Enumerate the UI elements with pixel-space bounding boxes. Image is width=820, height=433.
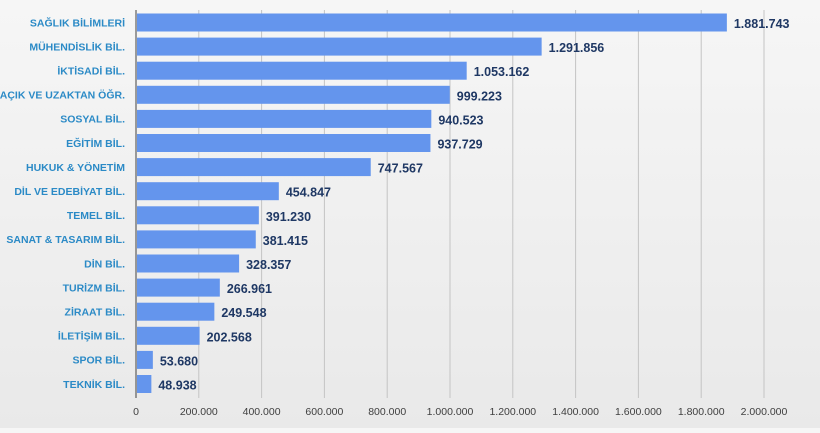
x-tick-label: 1.800.000 [678,406,725,418]
bar [137,134,431,152]
value-label: 48.938 [158,379,196,393]
value-label: 940.523 [438,113,483,127]
value-label: 266.961 [227,282,272,296]
value-label: 937.729 [437,138,482,152]
x-tick-label: 1.000.000 [427,406,474,418]
bar [137,206,259,225]
bar [137,61,467,80]
bar [137,326,200,345]
category-label: EĞİTİM BİL. [66,137,125,150]
category-label: İLETİŞİM BİL. [58,330,125,343]
category-label: İKTİSADİ BİL. [57,65,125,78]
value-labels: 1.881.743 1.291.856 1.053.162 999.223 940.52… [158,17,789,393]
bar [137,278,220,297]
x-tick-label: 1.400.000 [552,406,599,418]
x-tick-labels: 0 200.000 400.000 600.000 800.000 1.000.000 1.… [133,406,787,418]
value-label: 1.291.856 [549,41,605,55]
category-label: SOSYAL BİL. [60,113,125,126]
bar [137,230,256,249]
x-tick-label: 600.000 [305,406,343,418]
category-label: TURİZM BİL. [63,281,125,294]
bars [137,13,727,393]
x-tick-label: 2.000.000 [741,406,788,418]
bar [137,158,371,177]
value-label: 1.053.162 [474,65,530,79]
category-label: SPOR BİL. [72,354,125,367]
bar [137,302,215,321]
category-label: TEMEL BİL. [67,209,125,222]
x-tick-label: 0 [133,406,139,418]
value-label: 202.568 [207,330,252,344]
bar [137,375,152,393]
category-label: AÇIK VE UZAKTAN ÖĞR. [0,89,125,102]
bar [137,37,542,56]
value-label: 53.680 [160,354,198,368]
value-label: 249.548 [221,306,266,320]
category-label: TEKNİK BİL. [63,378,125,391]
value-label: 454.847 [286,186,331,200]
bar [137,254,240,273]
bar [137,109,432,128]
x-tick-label: 400.000 [243,406,281,418]
bar [137,182,279,201]
category-labels: SAĞLIK BİLİMLERİ MÜHENDİSLİK BİL. İKTİSADİ… [0,16,126,391]
bar [137,13,727,32]
x-tick-label: 200.000 [180,406,218,418]
category-label: SANAT & TASARIM BİL. [6,233,125,246]
category-label: DİN BİL. [84,257,125,270]
value-label: 747.567 [378,162,423,176]
value-label: 381.415 [263,234,308,248]
category-label: MÜHENDİSLİK BİL. [29,40,125,53]
bar [137,350,153,369]
x-tick-label: 1.600.000 [615,406,662,418]
category-label: SAĞLIK BİLİMLERİ [30,16,125,29]
category-label: HUKUK & YÖNETİM [26,161,125,174]
x-tick-label: 1.200.000 [489,406,536,418]
bar [137,85,450,104]
value-label: 999.223 [457,89,502,103]
category-label: DİL VE EDEBİYAT BİL. [14,185,125,198]
x-tick-label: 800.000 [368,406,406,418]
category-label: ZİRAAT BİL. [65,306,126,319]
value-label: 391.230 [266,210,311,224]
value-label: 1.881.743 [734,17,790,31]
value-label: 328.357 [246,258,291,272]
